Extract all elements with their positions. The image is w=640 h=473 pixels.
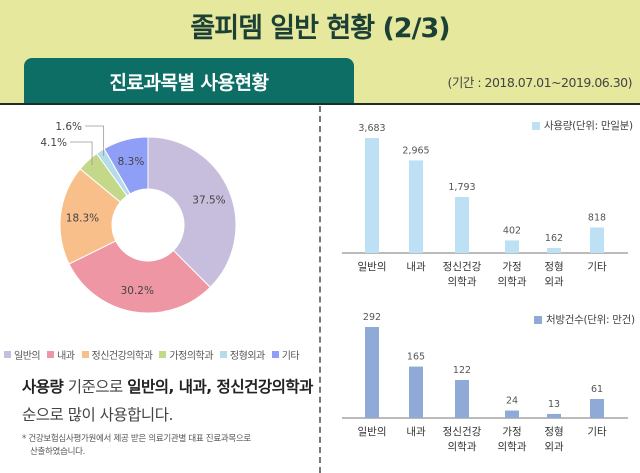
bar-4 bbox=[505, 410, 519, 418]
donut-legend: 일반의 내과 정신건강의학과 가정의학과 정형외과 기타 bbox=[4, 347, 302, 362]
legend-swatch bbox=[159, 351, 167, 358]
donut-chart: 37.5% 30.2% 18.3% 4.1% 1.6% 8.3% bbox=[40, 121, 237, 314]
legend-item: 기타 bbox=[271, 347, 300, 362]
legend-swatch bbox=[271, 351, 279, 358]
bar-value-label: 165 bbox=[407, 352, 425, 363]
bar-value-label: 292 bbox=[363, 312, 381, 323]
bar-1 bbox=[365, 138, 379, 253]
legend-label: 기타 bbox=[281, 351, 300, 362]
donut-slice-6 bbox=[103, 136, 149, 195]
legend-label: 정신건강의학과 bbox=[91, 351, 153, 362]
donut-label-2: 30.2% bbox=[121, 285, 154, 297]
x-tick-label: 외과 bbox=[544, 276, 564, 288]
bar-value-label: 818 bbox=[588, 212, 606, 223]
legend-item: 일반의 bbox=[4, 347, 41, 362]
x-tick-label: 정형 bbox=[544, 426, 563, 438]
legend-item: 내과 bbox=[47, 347, 75, 362]
bar-value-label: 162 bbox=[545, 233, 563, 244]
bar-value-label: 122 bbox=[453, 365, 471, 376]
bar-value-label: 24 bbox=[506, 396, 518, 407]
summary-bold-1: 사용량 bbox=[22, 378, 64, 396]
legend-item: 가정의학과 bbox=[159, 347, 213, 362]
usage-bar-chart: 3,683 일반의 2,965 내과 1,793 정신건강의학과 402 가정의학과 162 정형… bbox=[342, 123, 628, 288]
bar-2 bbox=[409, 160, 423, 253]
header-divider bbox=[0, 103, 640, 105]
summary-text: 사용량 기준으로 일반의, 내과, 정신건강의학과 순으로 많이 사용합니다. bbox=[22, 373, 313, 429]
bar-5 bbox=[547, 247, 561, 253]
donut-label-4: 4.1% bbox=[40, 137, 67, 149]
x-tick-label: 가정 bbox=[502, 261, 521, 273]
x-tick-label: 의학과 bbox=[448, 276, 477, 288]
usage-legend: 사용량(단위: 만일분) bbox=[532, 118, 633, 133]
legend-swatch bbox=[219, 351, 227, 358]
bar-value-label: 3,683 bbox=[358, 123, 385, 134]
prescription-legend-label: 처방건수(단위: 만건) bbox=[546, 314, 635, 326]
x-tick-label: 의학과 bbox=[498, 276, 527, 288]
footnote-line-1: * 건강보험심사평가원에서 제공 받은 의료기관별 대표 진료과목으로 bbox=[22, 434, 251, 444]
x-tick-label: 정형 bbox=[544, 261, 563, 273]
summary-bold-2: 일반의, 내과, 정신건강의학과 bbox=[127, 378, 313, 396]
x-tick-label: 내과 bbox=[406, 261, 426, 273]
bar-value-label: 61 bbox=[591, 384, 603, 395]
usage-legend-label: 사용량(단위: 만일분) bbox=[544, 120, 633, 132]
bar-1 bbox=[365, 327, 379, 418]
footnote-line-2: 산출하였습니다. bbox=[30, 447, 86, 457]
bar-4 bbox=[505, 240, 519, 253]
bar-5 bbox=[547, 413, 561, 418]
header-banner: 졸피뎀 일반 현황 (2/3) 진료과목별 사용현황 (기간 : 2018.07… bbox=[0, 0, 640, 104]
legend-label: 일반의 bbox=[14, 351, 41, 362]
prescription-legend-swatch bbox=[534, 315, 542, 324]
legend-label: 가정의학과 bbox=[169, 351, 213, 362]
legend-swatch bbox=[47, 351, 55, 358]
x-tick-label: 기타 bbox=[587, 261, 607, 273]
donut-label-5: 1.6% bbox=[55, 121, 82, 133]
x-tick-label: 가정 bbox=[502, 426, 521, 438]
x-tick-label: 내과 bbox=[406, 426, 426, 438]
prescription-legend: 처방건수(단위: 만건) bbox=[534, 312, 635, 327]
x-tick-label: 정신건강 bbox=[443, 426, 482, 438]
donut-leader-line bbox=[85, 125, 105, 157]
x-tick-label: 의학과 bbox=[498, 441, 527, 453]
vertical-dashed-divider bbox=[319, 106, 321, 473]
legend-label: 정형외과 bbox=[229, 351, 265, 362]
bar-3 bbox=[455, 379, 469, 418]
section-tab: 진료과목별 사용현황 bbox=[24, 58, 354, 104]
x-tick-label: 기타 bbox=[587, 426, 607, 438]
bar-value-label: 13 bbox=[548, 399, 560, 410]
x-tick-label: 일반의 bbox=[358, 425, 387, 438]
donut-label-3: 18.3% bbox=[66, 212, 99, 224]
page-title: 졸피뎀 일반 현황 (2/3) bbox=[190, 13, 450, 44]
bar-6 bbox=[590, 227, 604, 253]
usage-legend-swatch bbox=[532, 121, 540, 130]
x-tick-label: 정신건강 bbox=[443, 261, 482, 273]
footnote: * 건강보험심사평가원에서 제공 받은 의료기관별 대표 진료과목으로 산출하였… bbox=[22, 433, 251, 459]
section-tab-label: 진료과목별 사용현황 bbox=[109, 72, 269, 94]
legend-swatch bbox=[4, 351, 11, 358]
legend-item: 정형외과 bbox=[219, 347, 265, 362]
x-tick-label: 의학과 bbox=[448, 441, 477, 453]
period-label: (기간 : 2018.07.01~2019.06.30) bbox=[447, 75, 632, 90]
summary-mid: 기준으로 bbox=[63, 378, 128, 396]
bar-value-label: 1,793 bbox=[448, 182, 475, 193]
prescription-bar-chart: 292 일반의 165 내과 122 정신건강의학과 24 가정의학과 13 정형외과 61 기타 bbox=[342, 312, 628, 453]
bar-value-label: 2,965 bbox=[402, 145, 429, 156]
bar-3 bbox=[455, 197, 469, 253]
legend-label: 내과 bbox=[57, 351, 75, 362]
donut-slice-2 bbox=[68, 240, 211, 314]
bar-value-label: 402 bbox=[503, 225, 521, 236]
summary-line-2: 순으로 많이 사용합니다. bbox=[22, 406, 173, 424]
legend-swatch bbox=[81, 351, 89, 358]
x-tick-label: 일반의 bbox=[358, 260, 387, 273]
donut-label-6: 8.3% bbox=[118, 156, 145, 168]
donut-slice-1 bbox=[147, 136, 237, 288]
donut-label-1: 37.5% bbox=[192, 195, 225, 207]
legend-item: 정신건강의학과 bbox=[81, 347, 153, 362]
bar-2 bbox=[409, 366, 423, 418]
x-tick-label: 외과 bbox=[544, 441, 564, 453]
donut-leader-line bbox=[70, 141, 93, 166]
bar-6 bbox=[590, 398, 604, 418]
